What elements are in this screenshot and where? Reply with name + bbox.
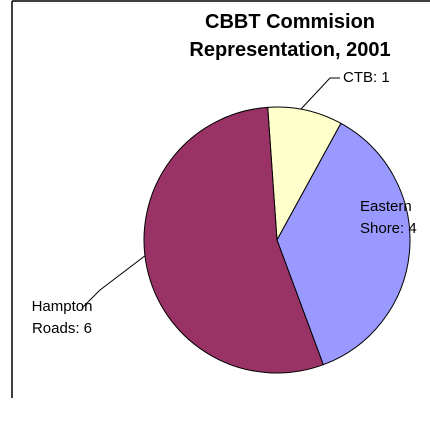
leader-line (81, 251, 151, 309)
pie-slice (276, 122, 411, 366)
slice-label: CTB: 1 (343, 69, 390, 86)
pie-slice (143, 106, 324, 374)
slice-label: Hampton Roads: 6 (31, 298, 93, 337)
slice-label: Eastern Shore: 4 (360, 198, 417, 237)
chart-title: CBBT Commision Representation, 2001 (189, 11, 391, 61)
leader-line (300, 77, 340, 110)
